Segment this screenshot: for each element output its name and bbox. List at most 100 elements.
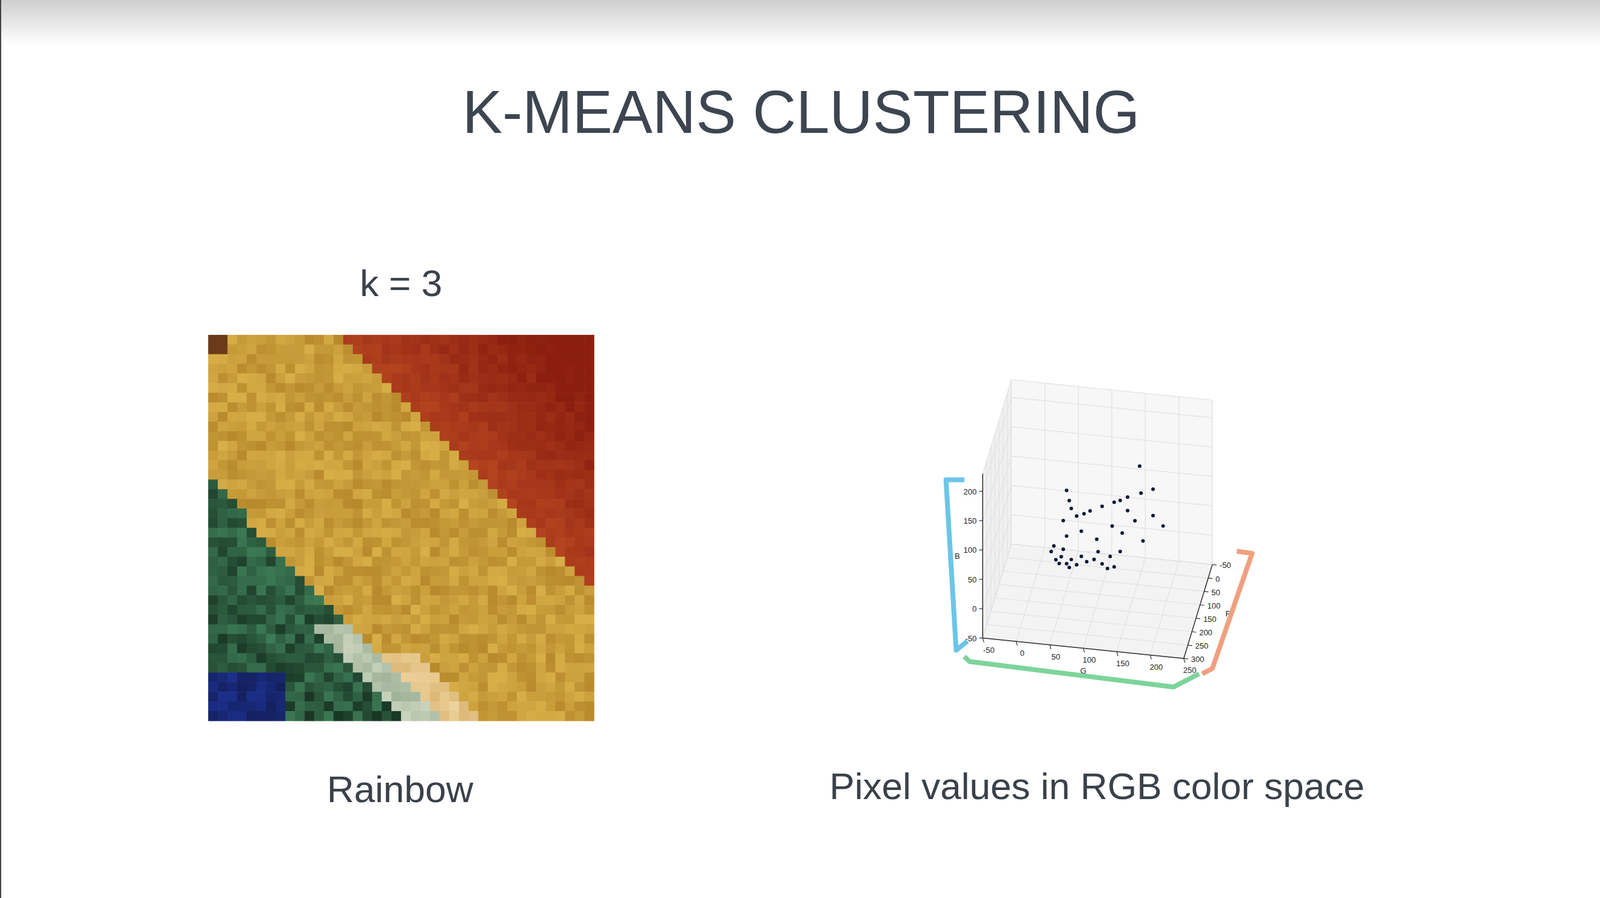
pixel	[439, 556, 450, 567]
pixel	[314, 547, 324, 557]
pixel	[507, 701, 517, 711]
pixel	[497, 585, 508, 595]
pixel	[555, 527, 566, 538]
pixel	[362, 334, 373, 345]
pixel	[497, 440, 508, 451]
pixel	[487, 402, 498, 412]
pixel	[266, 691, 276, 702]
pixel	[362, 354, 373, 364]
pixel	[304, 672, 315, 682]
pixel	[507, 382, 517, 393]
pixel	[439, 662, 450, 673]
pixel	[468, 440, 479, 451]
pixel	[333, 421, 344, 432]
pixel	[497, 411, 508, 422]
pixel	[487, 354, 498, 364]
pixel	[256, 681, 267, 692]
pixel	[208, 537, 218, 548]
grid-line	[990, 446, 992, 611]
pixel	[323, 556, 334, 567]
pixel	[420, 643, 431, 654]
pixel	[487, 691, 498, 702]
pixel	[420, 479, 431, 489]
pixel	[584, 565, 594, 576]
tick	[1203, 591, 1209, 592]
pixel	[294, 334, 305, 345]
grid-line	[982, 473, 984, 639]
pixel	[275, 585, 286, 595]
pixel	[536, 411, 546, 422]
pixel	[285, 363, 295, 374]
pixel	[497, 392, 508, 403]
pixel	[227, 411, 238, 422]
pixel	[584, 431, 594, 441]
pixel	[227, 479, 238, 489]
pixel	[468, 527, 479, 538]
pixel	[584, 537, 594, 548]
pixel	[516, 363, 527, 374]
pixel	[477, 614, 488, 625]
pixel	[227, 653, 238, 663]
pixel	[526, 710, 537, 721]
pixel	[545, 701, 556, 711]
pixel	[574, 344, 585, 355]
pixel	[400, 508, 411, 518]
pixel	[343, 556, 353, 567]
pixel	[574, 565, 585, 576]
pixel	[507, 334, 517, 345]
pixel	[352, 547, 363, 557]
pixel	[410, 604, 421, 615]
pixel	[333, 479, 344, 489]
pixel	[439, 643, 450, 654]
pixel	[208, 691, 218, 702]
pixel	[574, 604, 585, 615]
pixel	[536, 575, 546, 586]
pixel	[449, 614, 460, 625]
pixel	[352, 710, 363, 721]
pixel	[275, 604, 286, 615]
pixel	[584, 382, 594, 393]
point	[1100, 561, 1104, 566]
pixel	[246, 517, 257, 528]
pixel	[420, 624, 431, 634]
pixel	[352, 691, 363, 702]
pixel	[545, 633, 556, 644]
point	[1067, 498, 1072, 503]
pixel	[430, 585, 440, 595]
pixel	[584, 710, 594, 721]
pixel	[333, 488, 344, 499]
pixel	[459, 681, 469, 692]
grid-line	[1011, 456, 1212, 477]
pixel	[449, 498, 460, 509]
pixel	[294, 575, 305, 586]
pixel	[256, 440, 267, 451]
pixel	[372, 556, 383, 567]
scatter3d: -50050100150200250-50050100150200250300-…	[954, 379, 1232, 676]
pixel	[246, 421, 257, 432]
pixel	[487, 460, 498, 471]
pixel	[468, 382, 479, 393]
pixel	[237, 479, 247, 489]
pixel	[545, 508, 556, 518]
pixel	[294, 488, 305, 499]
pixel	[208, 701, 218, 711]
pixel	[487, 411, 498, 422]
pixel	[314, 672, 324, 682]
pixel	[555, 488, 566, 499]
pixel	[362, 469, 373, 480]
pixel	[526, 354, 537, 364]
pixel	[352, 460, 363, 471]
pixel	[400, 547, 411, 557]
pixel	[227, 450, 238, 461]
pixel	[285, 633, 295, 644]
pixel	[333, 460, 344, 471]
pixel	[333, 498, 344, 509]
point	[1082, 511, 1086, 516]
pixel	[285, 643, 295, 654]
pixel	[246, 672, 257, 682]
pixel	[294, 373, 305, 383]
pixel	[410, 565, 421, 576]
pixel	[400, 575, 411, 586]
pixel	[565, 421, 575, 432]
pixel	[352, 373, 363, 383]
